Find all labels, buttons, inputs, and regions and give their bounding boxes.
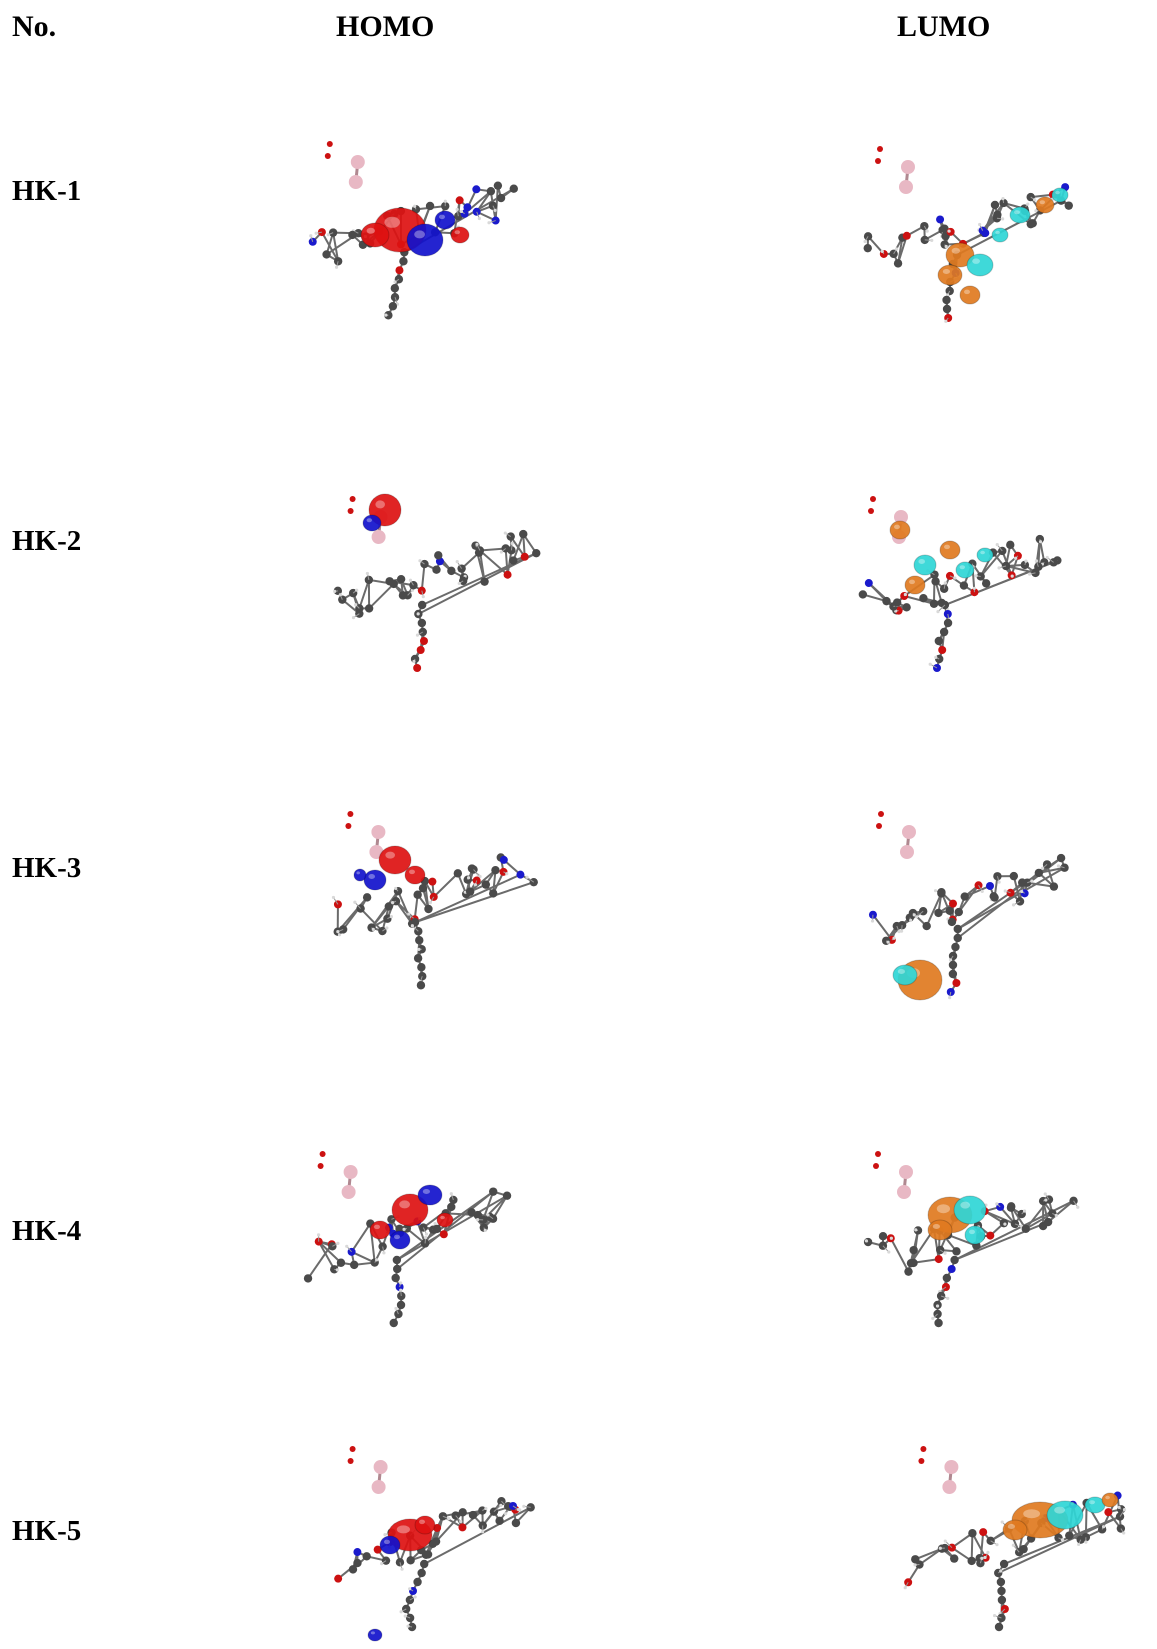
- row-label-hk-4: HK-4: [12, 1215, 82, 1247]
- homo-orbital-hk-2: [333, 493, 541, 672]
- boron-fragment: [324, 141, 365, 189]
- boron-fragment: [873, 1151, 913, 1199]
- homo-orbital-hk-5: [334, 1446, 535, 1642]
- homo-lobes: [362, 493, 402, 532]
- homo-orbital-hk-3: [331, 811, 538, 990]
- boron-fragment: [875, 146, 915, 194]
- lumo-orbital-hk-4: [863, 1151, 1080, 1328]
- atom-spheres: [331, 853, 538, 990]
- lumo-lobes: [927, 1195, 987, 1245]
- homo-orbital-hk-1: [308, 141, 518, 320]
- homo-lobes: [367, 1515, 436, 1642]
- atom-spheres: [868, 853, 1069, 1000]
- lumo-orbital-hk-2: [858, 496, 1062, 672]
- column-header-homo: HOMO: [336, 10, 435, 43]
- atom-spheres: [303, 1187, 512, 1328]
- row-label-hk-2: HK-2: [12, 525, 82, 557]
- homo-lobes: [353, 845, 426, 891]
- column-header-no: No.: [12, 10, 57, 43]
- boron-fragment: [317, 1151, 358, 1199]
- boron-fragment: [347, 1446, 388, 1494]
- lumo-orbital-hk-1: [863, 146, 1073, 323]
- column-header-lumo: LUMO: [897, 10, 991, 43]
- lumo-lobes: [937, 187, 1069, 305]
- lumo-lobes: [1002, 1492, 1119, 1541]
- lumo-orbital-hk-3: [868, 811, 1069, 1001]
- row-label-hk-1: HK-1: [12, 175, 82, 207]
- boron-fragment: [918, 1446, 959, 1494]
- atom-spheres: [334, 1497, 535, 1632]
- row-label-hk-5: HK-5: [12, 1515, 82, 1547]
- lumo-lobes: [892, 959, 943, 1001]
- lumo-lobes: [889, 520, 994, 595]
- boron-fragment: [345, 811, 386, 859]
- row-label-hk-3: HK-3: [12, 852, 82, 884]
- homo-lobes: [369, 1184, 454, 1250]
- atom-spheres: [333, 529, 541, 672]
- lumo-orbital-hk-5: [903, 1446, 1127, 1632]
- boron-fragment: [876, 811, 916, 859]
- homo-orbital-hk-4: [303, 1151, 512, 1328]
- atom-spheres: [858, 534, 1062, 672]
- homo-lobes: [360, 207, 470, 257]
